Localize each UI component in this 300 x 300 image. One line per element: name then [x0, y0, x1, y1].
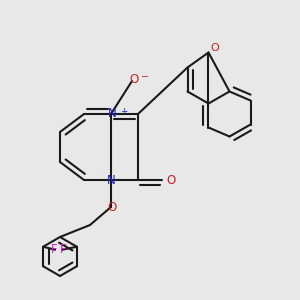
- Text: O: O: [210, 43, 219, 53]
- Text: +: +: [120, 106, 128, 116]
- Text: O: O: [129, 73, 138, 86]
- Text: F: F: [51, 243, 58, 256]
- Text: O: O: [167, 173, 176, 187]
- Text: F: F: [60, 243, 67, 256]
- Text: −: −: [140, 72, 149, 82]
- Text: O: O: [108, 201, 117, 214]
- Text: N: N: [108, 107, 117, 120]
- Text: N: N: [107, 174, 116, 187]
